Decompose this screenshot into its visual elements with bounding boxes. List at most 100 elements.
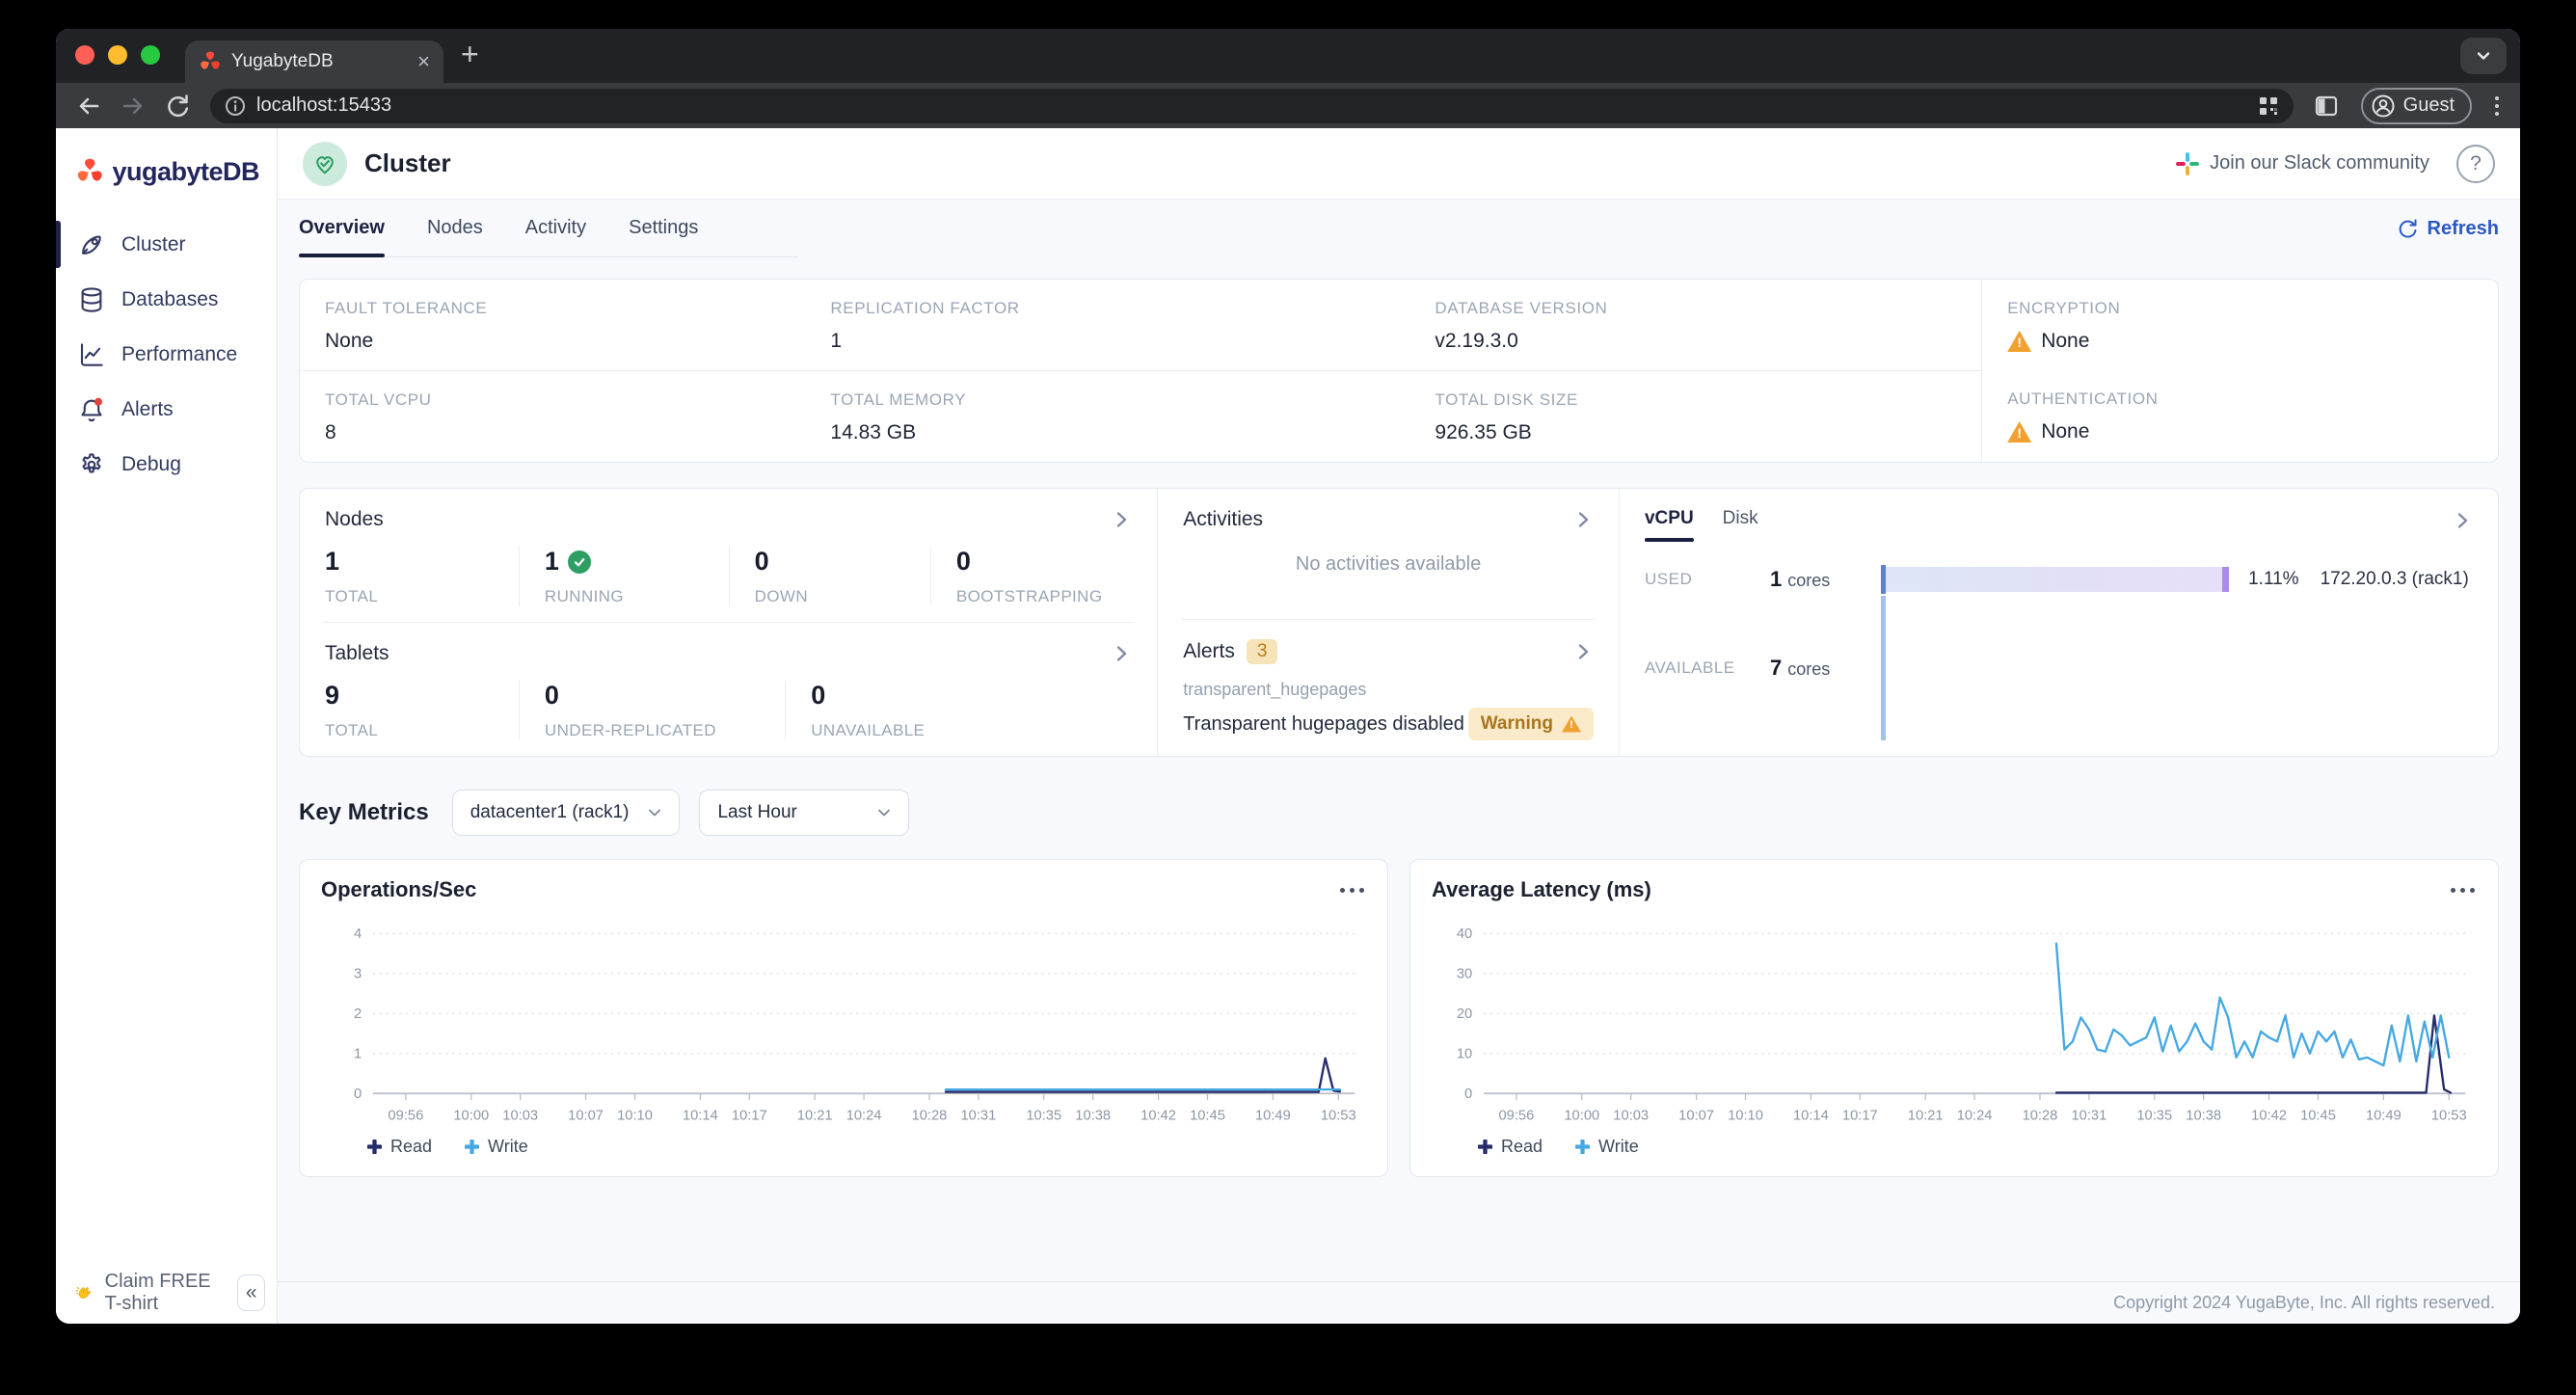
- slack-link-label: Join our Slack community: [2210, 152, 2429, 174]
- new-tab-button[interactable]: +: [461, 37, 479, 71]
- svg-text:10:53: 10:53: [1321, 1109, 1356, 1124]
- used-node-address: 172.20.0.3 (rack1): [2320, 569, 2469, 589]
- window-minimize-button[interactable]: [108, 45, 127, 65]
- chevron-right-icon[interactable]: [1572, 641, 1594, 662]
- nodes-stat-down: 0 DOWN: [728, 547, 930, 606]
- svg-text:3: 3: [354, 967, 362, 982]
- sidebar-item-debug[interactable]: Debug: [56, 437, 277, 492]
- svg-text:10:31: 10:31: [2071, 1109, 2106, 1124]
- sidebar-item-alerts[interactable]: Alerts: [56, 382, 277, 437]
- chevron-right-icon[interactable]: [1572, 509, 1594, 530]
- database-icon: [81, 286, 102, 312]
- nodes-tablets-column: Nodes 1 TOTAL 1: [300, 489, 1157, 756]
- claim-tshirt-link[interactable]: Claim FREE T-shirt «: [56, 1262, 277, 1324]
- site-info-icon[interactable]: [224, 94, 247, 118]
- help-button[interactable]: ?: [2456, 144, 2495, 183]
- region-select[interactable]: datacenter1 (rack1): [451, 790, 681, 836]
- window-zoom-button[interactable]: [141, 45, 160, 65]
- time-range-select[interactable]: Last Hour: [699, 790, 910, 836]
- svg-text:10:14: 10:14: [683, 1109, 718, 1124]
- tab-vcpu[interactable]: vCPU: [1644, 508, 1694, 542]
- svg-text:10:49: 10:49: [2366, 1109, 2402, 1124]
- svg-text:10:07: 10:07: [568, 1109, 604, 1124]
- legend-plus-icon: [1575, 1140, 1591, 1155]
- charts-row: Operations/Sec 0 1 2 3 4 09:56 10:00 10:03 10:07…: [299, 859, 2499, 1178]
- resources-column: vCPU Disk USED 1 cores: [1618, 489, 2498, 756]
- bar-axis: [1880, 565, 1886, 594]
- svg-text:30: 30: [1457, 967, 1472, 982]
- back-button[interactable]: [69, 87, 108, 125]
- more-menu-icon[interactable]: [1338, 882, 1366, 899]
- legend-write[interactable]: Write: [465, 1137, 528, 1157]
- sidebar: yugabyteDB Cluster Databases Performance…: [56, 128, 278, 1324]
- forward-button[interactable]: [114, 87, 152, 125]
- browser-tab-strip: YugabyteDB × +: [56, 29, 2520, 83]
- slack-community-link[interactable]: Join our Slack community: [2175, 151, 2429, 176]
- divider: [323, 622, 1135, 623]
- chevron-down-icon: [2477, 52, 2490, 60]
- sidebar-collapse-button[interactable]: «: [237, 1274, 266, 1311]
- tab-nodes[interactable]: Nodes: [426, 217, 483, 238]
- activities-panel: Activities No activities available: [1158, 489, 1619, 619]
- side-panel-button[interactable]: [2307, 87, 2346, 125]
- info-authentication: AUTHENTICATION None: [1981, 370, 2498, 462]
- sidebar-item-databases[interactable]: Databases: [56, 272, 277, 327]
- nodes-stat-total: 1 TOTAL: [325, 547, 379, 605]
- tablets-panel-title: Tablets: [325, 642, 389, 664]
- tab-disk[interactable]: Disk: [1722, 508, 1758, 528]
- sidebar-item-label: Debug: [121, 452, 181, 475]
- svg-text:20: 20: [1457, 1006, 1472, 1022]
- tab-search-button[interactable]: [2460, 38, 2507, 74]
- more-menu-icon[interactable]: [2449, 882, 2477, 899]
- browser-menu-button[interactable]: [2487, 95, 2507, 116]
- reload-button[interactable]: [158, 87, 197, 125]
- sidebar-item-performance[interactable]: Performance: [56, 327, 277, 382]
- chevron-right-icon[interactable]: [2452, 510, 2473, 531]
- alert-item-name[interactable]: transparent_hugepages: [1183, 680, 1367, 699]
- legend-read[interactable]: Read: [367, 1137, 432, 1157]
- window-close-button[interactable]: [75, 45, 94, 65]
- nodes-stat-bootstrapping: 0 BOOTSTRAPPING: [929, 547, 1132, 606]
- profile-button[interactable]: Guest: [2360, 87, 2472, 124]
- tab-close-icon[interactable]: ×: [417, 49, 430, 73]
- svg-text:10:28: 10:28: [2023, 1109, 2058, 1124]
- tab-activity[interactable]: Activity: [524, 217, 587, 238]
- chevron-right-icon[interactable]: [1111, 643, 1132, 664]
- app-logo[interactable]: yugabyteDB: [56, 128, 277, 217]
- bell-icon: [81, 397, 102, 421]
- address-bar[interactable]: localhost:15433: [210, 88, 2294, 123]
- nodes-stat-running: 1 RUNNING: [518, 547, 729, 606]
- qr-code-icon[interactable]: [2257, 94, 2280, 118]
- tablets-panel: Tablets 9 TOTAL 0: [300, 623, 1157, 756]
- url-text[interactable]: localhost:15433: [256, 94, 392, 116]
- legend-read[interactable]: Read: [1478, 1137, 1543, 1157]
- svg-text:10:35: 10:35: [2136, 1109, 2172, 1124]
- nodes-panel: Nodes 1 TOTAL 1: [300, 489, 1157, 622]
- line-chart-icon: [80, 342, 103, 366]
- app-logo-text: yugabyteDB: [112, 156, 259, 186]
- key-metrics-bar: Key Metrics datacenter1 (rack1) Last Hou…: [299, 790, 2499, 836]
- chart-legend: Read Write: [321, 1133, 1366, 1168]
- svg-text:10:03: 10:03: [502, 1109, 538, 1124]
- info-encryption: ENCRYPTION None: [1981, 280, 2498, 370]
- svg-text:10:14: 10:14: [1793, 1109, 1829, 1124]
- svg-text:10:17: 10:17: [1842, 1109, 1878, 1124]
- heart-check-icon: [316, 155, 334, 174]
- tab-overview[interactable]: Overview: [299, 200, 385, 257]
- vcpu-used-row: USED 1 cores 1.11% 172.20.0.3 (rack1): [1645, 565, 2473, 594]
- browser-tab[interactable]: YugabyteDB ×: [185, 40, 443, 83]
- chevron-right-icon[interactable]: [1111, 509, 1132, 530]
- app-footer: Copyright 2024 YugaByte, Inc. All rights…: [278, 1281, 2520, 1324]
- alert-item: Transparent hugepages disabled Warning: [1183, 708, 1594, 740]
- side-panel-icon: [2315, 95, 2337, 116]
- refresh-button[interactable]: Refresh: [2396, 217, 2499, 240]
- warning-triangle-icon: [1561, 715, 1581, 733]
- tab-settings[interactable]: Settings: [629, 217, 699, 238]
- header-right: Join our Slack community ?: [2175, 144, 2495, 183]
- latency-chart-title: Average Latency (ms): [1432, 877, 1651, 901]
- legend-write[interactable]: Write: [1575, 1137, 1639, 1157]
- sidebar-item-cluster[interactable]: Cluster: [56, 217, 277, 272]
- svg-text:10: 10: [1457, 1047, 1472, 1062]
- yugabytedb-favicon: [201, 51, 220, 69]
- forward-arrow-icon: [122, 97, 143, 114]
